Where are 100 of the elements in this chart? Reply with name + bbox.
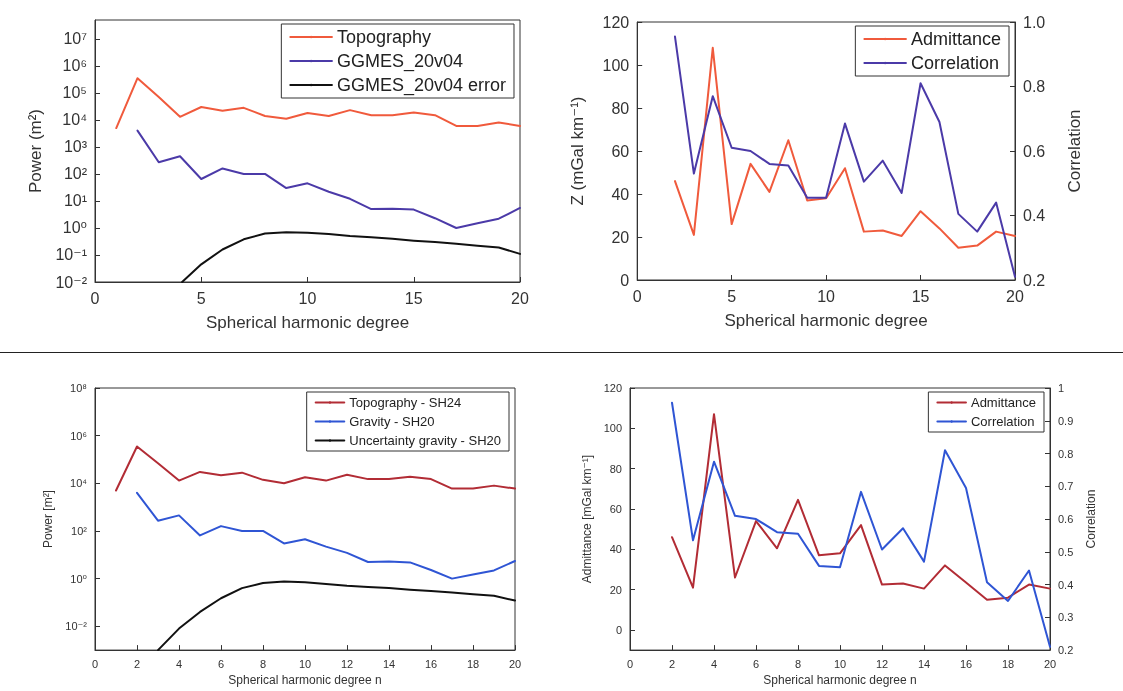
y2-tick-label: 1.0 <box>1023 13 1046 31</box>
y2-tick-label: 0.4 <box>1058 578 1074 591</box>
x-tick-label: 0 <box>91 657 99 670</box>
y2-tick-label: 0.6 <box>1023 142 1046 160</box>
line-series <box>115 77 521 130</box>
x-tick-label: 10 <box>833 657 847 670</box>
legend-label: Admittance <box>970 395 1037 410</box>
y-tick-label: 40 <box>609 543 622 556</box>
x-tick-label: 15 <box>404 289 423 307</box>
y-tick-label: 0 <box>620 271 630 289</box>
x-tick-label: 12 <box>875 657 889 670</box>
x-tick-label: 18 <box>466 657 480 670</box>
y2-axis-title: Correlation <box>1084 489 1099 549</box>
legend-label: Topography <box>336 27 432 47</box>
x-tick-label: 20 <box>511 289 529 307</box>
line-series <box>136 491 516 580</box>
y-axis-title: Power (m²) <box>25 108 45 194</box>
y-tick-label: 10¹ <box>63 192 87 210</box>
x-tick-label: 16 <box>959 657 973 670</box>
y-axis-title: Admittance [mGal km⁻¹] <box>579 454 594 584</box>
x-tick-label: 6 <box>752 657 760 670</box>
x-tick-label: 0 <box>90 289 100 307</box>
y-tick-label: 10² <box>63 165 88 183</box>
y-tick-label: 10⁴ <box>70 477 88 490</box>
y-tick-label: 20 <box>611 228 630 246</box>
line-series <box>673 46 1016 249</box>
legend-label: GGMES_20v04 <box>336 51 463 72</box>
y2-tick-label: 0.6 <box>1058 513 1074 526</box>
x-tick-label: 6 <box>217 657 225 670</box>
x-tick-label: 18 <box>1001 657 1015 670</box>
y-tick-label: 10⁰ <box>70 572 88 585</box>
x-tick-label: 4 <box>710 657 718 670</box>
x-tick-label: 20 <box>1006 287 1024 305</box>
legend-label: Correlation <box>910 53 999 73</box>
line-series <box>157 580 516 652</box>
y-tick-label: 120 <box>603 382 622 394</box>
y-tick-label: 10⁷ <box>63 30 88 48</box>
x-axis-title: Spherical harmonic degree <box>205 313 410 332</box>
y2-tick-label: 0.8 <box>1023 78 1046 95</box>
x-tick-label: 12 <box>340 657 354 670</box>
x-tick-label: 8 <box>259 657 267 670</box>
x-tick-label: 20 <box>508 657 522 670</box>
legend-label: Uncertainty gravity - SH20 <box>349 433 502 448</box>
x-axis-title: Spherical harmonic degree n <box>228 673 382 687</box>
y-tick-label: 100 <box>603 422 622 435</box>
y2-tick-label: 0.5 <box>1058 545 1074 558</box>
y-tick-label: 60 <box>611 142 630 160</box>
legend-label: Gravity - SH20 <box>349 414 435 429</box>
y2-tick-label: 1 <box>1058 382 1065 394</box>
y2-tick-label: 0.3 <box>1058 611 1074 624</box>
y-tick-label: 10² <box>71 524 88 537</box>
x-tick-label: 4 <box>175 657 183 670</box>
y2-tick-label: 0.4 <box>1023 207 1046 224</box>
x-tick-label: 2 <box>133 657 141 670</box>
y-tick-label: 10⁻² <box>55 273 88 291</box>
y-axis-title: Power [m²] <box>41 490 56 549</box>
x-tick-label: 15 <box>911 287 930 305</box>
y-tick-label: 10⁸ <box>70 382 87 394</box>
y-tick-label: 80 <box>611 99 630 117</box>
y2-tick-label: 0.9 <box>1058 414 1074 427</box>
y-tick-label: 10⁰ <box>62 219 87 237</box>
y2-tick-label: 0.8 <box>1058 447 1074 460</box>
y-tick-label: 10⁻² <box>65 620 88 633</box>
x-tick-label: 10 <box>298 289 317 307</box>
y-tick-label: 10⁴ <box>62 111 88 129</box>
line-series <box>136 129 521 229</box>
line-series <box>181 231 521 283</box>
legend-label: Correlation <box>970 414 1035 429</box>
x-tick-label: 14 <box>382 657 396 670</box>
y-tick-label: 100 <box>602 56 630 74</box>
y-axis-title: Z (mGal km⁻¹) <box>568 96 587 206</box>
y2-tick-label: 0.2 <box>1023 271 1046 289</box>
y-tick-label: 10⁶ <box>70 429 87 442</box>
line-series <box>671 413 1051 601</box>
y2-tick-label: 0.7 <box>1058 480 1074 493</box>
x-tick-label: 8 <box>794 657 802 670</box>
legend-label: Admittance <box>910 29 1001 49</box>
x-tick-label: 0 <box>632 287 642 305</box>
y-tick-label: 120 <box>602 13 630 31</box>
y-tick-label: 40 <box>611 185 630 203</box>
y-tick-label: 60 <box>609 502 622 515</box>
x-tick-label: 2 <box>668 657 676 670</box>
y-tick-label: 80 <box>609 462 622 475</box>
y-tick-label: 10⁵ <box>62 84 87 102</box>
x-tick-label: 5 <box>727 287 737 305</box>
x-tick-label: 10 <box>298 657 312 670</box>
x-tick-label: 20 <box>1043 657 1057 670</box>
x-tick-label: 14 <box>917 657 931 670</box>
y2-axis-title: Correlation <box>1065 109 1085 193</box>
y-tick-label: 10⁻¹ <box>55 246 87 264</box>
y-tick-label: 10³ <box>63 138 88 156</box>
x-axis-title: Spherical harmonic degree <box>724 311 928 330</box>
y2-tick-label: 0.2 <box>1058 644 1074 657</box>
x-tick-label: 10 <box>817 287 836 305</box>
legend-label: GGMES_20v04 error <box>336 75 507 96</box>
y-tick-label: 20 <box>609 583 622 596</box>
x-tick-label: 16 <box>424 657 438 670</box>
legend-label: Topography - SH24 <box>349 395 462 410</box>
x-tick-label: 5 <box>196 289 206 307</box>
y-tick-label: 10⁶ <box>62 57 87 75</box>
